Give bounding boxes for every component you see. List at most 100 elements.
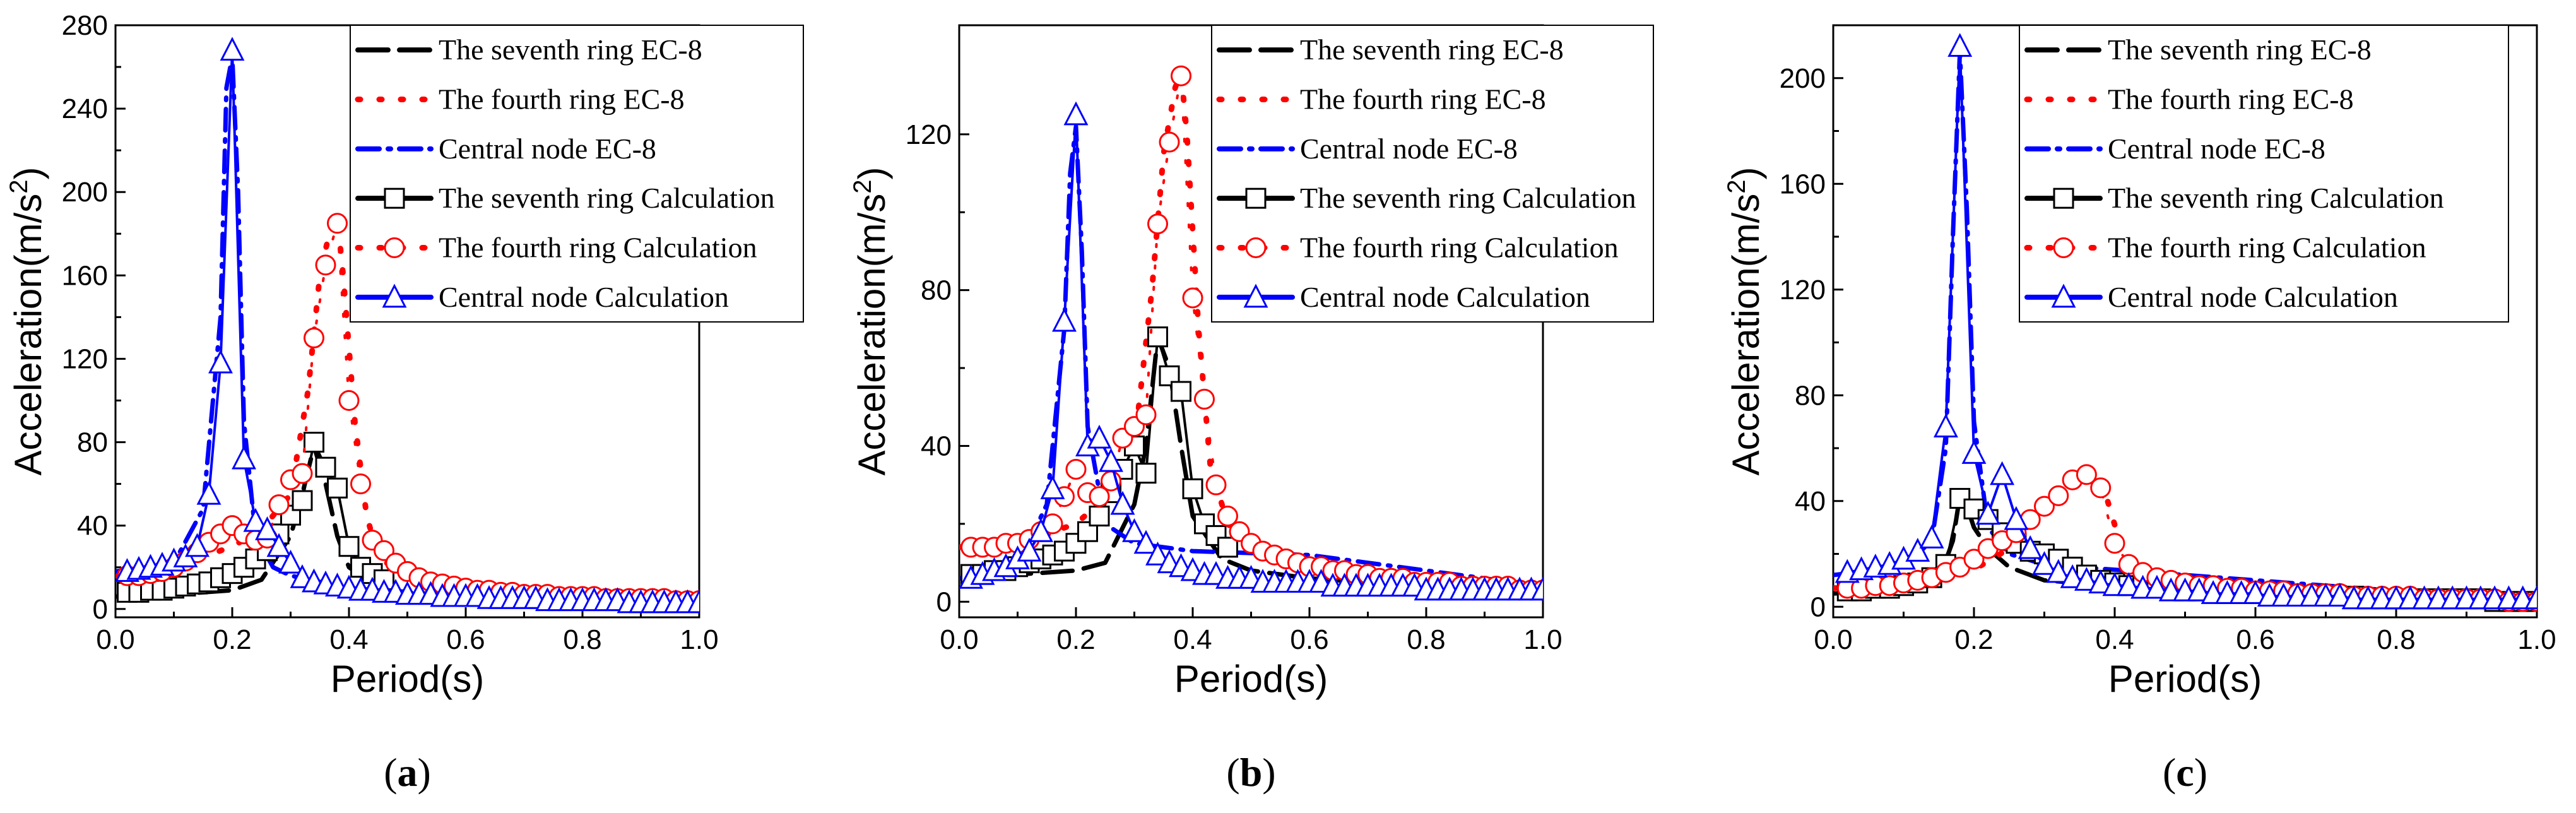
y-tick-label: 160 — [62, 260, 108, 291]
data-point-triangle — [1133, 530, 1159, 554]
series-6 — [1835, 33, 2537, 610]
legend-label: The seventh ring Calculation — [1300, 182, 1636, 214]
data-point-triangle — [208, 349, 233, 374]
panel-label-close: ) — [418, 750, 431, 795]
data-point-triangle — [1017, 537, 1042, 562]
y-tick-label: 80 — [1795, 380, 1826, 411]
data-point-circle — [1194, 388, 1215, 410]
data-point-square — [304, 432, 324, 453]
data-point-circle — [1159, 131, 1180, 153]
data-point-triangle — [1029, 518, 1053, 542]
panel-label-letter: b — [1240, 750, 1263, 795]
data-point-triangle — [255, 516, 280, 540]
plot-area — [115, 37, 699, 614]
y-tick-label: 120 — [62, 343, 108, 374]
data-point-triangle — [1145, 541, 1170, 566]
plot-area — [959, 65, 1543, 601]
x-tick-label: 0.2 — [1056, 624, 1095, 655]
x-tick-label: 0.0 — [940, 624, 978, 655]
legend-label: The seventh ring EC-8 — [1300, 33, 1564, 66]
chart-panel-c: 0.0 0.2 0.4 0.6 0.8 1.0 0 40 80 120 160 200 Period(s… — [1723, 24, 2556, 795]
data-point-triangle — [1990, 461, 2015, 485]
plot-area — [1833, 33, 2537, 612]
y-tick-label: 0 — [93, 594, 108, 625]
x-tick-label: 1.0 — [1523, 624, 1562, 655]
data-point-triangle — [1947, 33, 1973, 57]
legend-label: Central node Calculation — [1300, 281, 1590, 313]
data-point-triangle — [2032, 550, 2057, 575]
data-point-circle — [1065, 459, 1087, 480]
x-tick-label: 0.4 — [1173, 624, 1212, 655]
legend-label: The seventh ring EC-8 — [2108, 33, 2372, 66]
x-tick-label: 0.0 — [1814, 624, 1852, 655]
y-axis-title-close: ) — [7, 167, 49, 179]
x-tick-label: 0.4 — [329, 624, 368, 655]
legend-marker-triangle — [1243, 283, 1268, 308]
y-tick-label: 120 — [906, 119, 952, 150]
x-tick-label: 0.4 — [2095, 624, 2134, 655]
chart-panel-a: 0.0 0.2 0.4 0.6 0.8 1.0 0 40 80 120 160 200 240 280 Pe… — [5, 10, 804, 795]
data-point-triangle — [1530, 576, 1543, 601]
data-point-circle — [338, 390, 360, 412]
data-point-square — [1089, 506, 1110, 527]
legend-label: The fourth ring EC-8 — [439, 83, 685, 116]
data-point-triangle — [1919, 525, 1944, 549]
data-point-circle — [1089, 486, 1110, 507]
data-point-circle — [350, 473, 371, 495]
data-point-triangle — [1975, 501, 2000, 525]
data-point-triangle — [196, 480, 222, 505]
series-6 — [115, 37, 699, 614]
data-point-circle — [2076, 464, 2097, 485]
legend-marker-circle — [1245, 237, 1267, 258]
data-point-triangle — [1905, 538, 1930, 562]
data-point-triangle — [2243, 580, 2268, 604]
y-tick-label: 0 — [936, 586, 952, 617]
data-point-triangle — [1961, 440, 1987, 464]
data-point-circle — [292, 463, 313, 484]
legend-label: Central node EC-8 — [439, 133, 656, 165]
y-axis-title: Acceleration(m/s2) — [1723, 167, 1767, 475]
y-tick-label: 160 — [1780, 169, 1826, 199]
legend-label: Central node EC-8 — [1300, 133, 1518, 165]
data-point-triangle — [2074, 567, 2099, 591]
y-tick-label: 0 — [1811, 591, 1826, 622]
panel-label-close: ) — [1262, 750, 1275, 795]
chart-panel-b: 0.0 0.2 0.4 0.6 0.8 1.0 0 40 80 120 Period(s) Accel… — [849, 24, 1654, 795]
x-tick-label: 1.0 — [680, 624, 718, 655]
x-tick-label: 0.6 — [446, 624, 485, 655]
legend: The seventh ring EC-8 The fourth ring EC-… — [1211, 25, 1654, 323]
x-tick-label: 0.0 — [96, 624, 134, 655]
panel-label: (b) — [1226, 750, 1275, 795]
data-point-circle — [2090, 477, 2112, 499]
x-axis-title: Period(s) — [2108, 658, 2262, 700]
legend-box — [350, 25, 804, 323]
legend-label: Central node Calculation — [2108, 281, 2398, 313]
y-tick-label: 40 — [1795, 486, 1826, 517]
legend-marker-triangle — [382, 283, 407, 308]
data-point-triangle — [1087, 424, 1112, 449]
legend-label: The seventh ring EC-8 — [439, 33, 702, 66]
data-point-circle — [268, 494, 290, 516]
data-point-triangle — [1110, 490, 1135, 515]
legend-box — [1211, 25, 1654, 323]
panel-label-open: ( — [1226, 750, 1239, 795]
data-point-circle — [1171, 65, 1191, 86]
data-point-triangle — [687, 589, 699, 614]
x-tick-label: 1.0 — [2517, 624, 2556, 655]
y-axis-title-main: Acceleration(m/s — [1725, 194, 1767, 476]
y-tick-label: 40 — [921, 430, 952, 461]
y-axis-title-sup: 2 — [849, 179, 877, 193]
data-point-triangle — [278, 549, 303, 574]
data-point-triangle — [232, 445, 256, 470]
panel-label-letter: c — [2176, 750, 2194, 795]
data-point-circle — [374, 540, 394, 561]
legend-marker-square — [2053, 187, 2074, 209]
legend-label: The fourth ring EC-8 — [1300, 83, 1546, 116]
y-tick-label: 120 — [1780, 275, 1826, 306]
y-axis-title: Acceleration(m/s2) — [849, 167, 893, 475]
legend: The seventh ring EC-8 The fourth ring EC-… — [2019, 25, 2509, 323]
data-point-circle — [2048, 485, 2069, 506]
y-axis-title-sup: 2 — [5, 179, 33, 193]
data-point-triangle — [220, 37, 245, 61]
data-point-circle — [1147, 213, 1168, 235]
